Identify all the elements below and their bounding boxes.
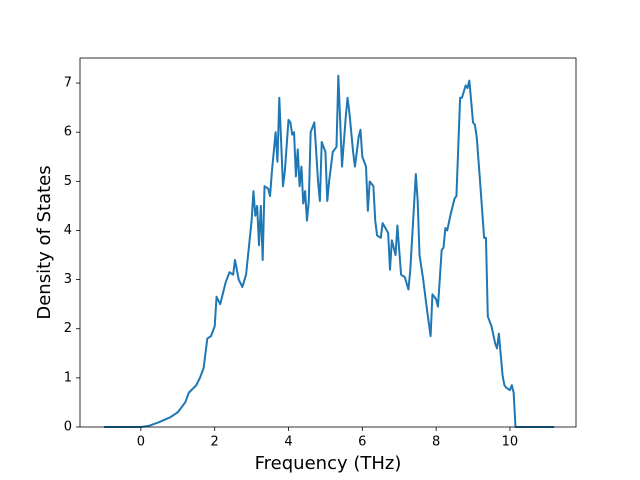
y-tick-label: 3 (64, 272, 72, 287)
x-tick-label: 0 (137, 435, 145, 450)
y-tick-label: 2 (64, 321, 72, 336)
x-axis-label: Frequency (THz) (255, 453, 402, 474)
y-tick-label: 5 (64, 174, 72, 189)
y-tick-label: 1 (64, 370, 72, 385)
data-line (103, 74, 555, 428)
x-tick-label: 8 (432, 435, 440, 450)
y-axis-label: Density of States (34, 165, 55, 319)
y-tick-label: 7 (64, 76, 72, 91)
y-tick-label: 4 (64, 223, 72, 238)
x-tick-label: 2 (211, 435, 219, 450)
y-tick-label: 0 (64, 420, 72, 435)
axes-frame (79, 57, 577, 428)
x-tick-label: 6 (358, 435, 366, 450)
x-tick-label: 4 (284, 435, 292, 450)
y-tick-label: 6 (64, 125, 72, 140)
x-tick-label: 10 (502, 435, 519, 450)
